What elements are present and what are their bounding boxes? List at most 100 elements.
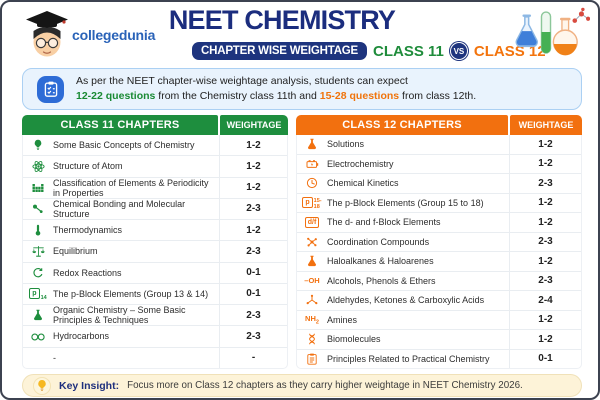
chapter-name: Hydrocarbons — [53, 331, 110, 342]
weightage-value: 0-1 — [219, 283, 287, 305]
table-row: Hydrocarbons 2-3 — [23, 326, 287, 348]
class-12-chapters-header: CLASS 12 CHAPTERS — [296, 115, 508, 135]
weightage-value: 2-4 — [509, 291, 581, 310]
weightage-value: 2-3 — [219, 241, 287, 262]
class-12-table: CLASS 12 CHAPTERS WEIGHTAGE Solutions 1-2… — [296, 115, 582, 369]
chapter-name: Thermodynamics — [53, 225, 123, 236]
chapter-cell: Organic Chemistry – Some Basic Principle… — [23, 305, 219, 325]
chapter-cell: Structure of Atom — [23, 156, 219, 176]
key-insight-text: Focus more on Class 12 chapters as they … — [127, 380, 523, 391]
weightage-value: 1-2 — [509, 330, 581, 349]
table-row: Haloalkanes & Haloarenes 1-2 — [297, 252, 581, 272]
table-row: Organic Chemistry – Some Basic Principle… — [23, 305, 287, 327]
table-row: Chemical Bonding and Molecular Structure… — [23, 198, 287, 221]
table-row: Equilibrium 2-3 — [23, 241, 287, 263]
info-line1: As per the NEET chapter-wise weightage a… — [76, 74, 408, 87]
dna-icon — [304, 332, 320, 346]
weightage-value: 1-2 — [219, 177, 287, 198]
key-insight-bar: Key Insight: Focus more on Class 12 chap… — [22, 374, 582, 397]
info-box: As per the NEET chapter-wise weightage a… — [22, 68, 582, 110]
table-row: Redox Reactions 0-1 — [23, 262, 287, 284]
chapter-cell: Coordination Compounds — [297, 233, 509, 252]
mascot-graduate-icon — [24, 9, 70, 66]
table-row: p 15-18 The p-Block Elements (Group 15 to … — [297, 193, 581, 213]
flask-icon — [304, 137, 320, 151]
subtitle-row: CHAPTER WISE WEIGHTAGE CLASS 11 VS CLASS… — [192, 40, 546, 62]
info-text: As per the NEET chapter-wise weightage a… — [76, 74, 476, 104]
weightage-value: - — [219, 347, 287, 368]
chapter-cell: Aldehydes, Ketones & Carboxylic Acids — [297, 291, 509, 310]
lightbulb-icon — [30, 138, 46, 152]
chapter-name: The d- and f-Block Elements — [327, 217, 441, 228]
chapter-name: - — [53, 352, 56, 363]
chapter-name: Biomolecules — [327, 334, 381, 345]
chapter-name: Haloalkanes & Haloarenes — [327, 256, 434, 267]
redox-cycle-icon — [30, 266, 46, 280]
chemical-bond-icon — [30, 202, 46, 216]
table-row: Structure of Atom 1-2 — [23, 156, 287, 178]
table-row: Electrochemistry 1-2 — [297, 154, 581, 174]
table-row: Solutions 1-2 — [297, 135, 581, 155]
tables-area: CLASS 11 CHAPTERS WEIGHTAGE Some Basic C… — [22, 115, 582, 369]
chapter-cell: p 14 The p-Block Elements (Group 13 & 14) — [23, 284, 219, 304]
weightage-value: 1-2 — [509, 213, 581, 232]
table-row: Chemical Kinetics 2-3 — [297, 174, 581, 194]
class12-question-range: 15-28 questions — [319, 90, 400, 102]
subtitle-badge: CHAPTER WISE WEIGHTAGE — [192, 42, 368, 60]
coordination-icon — [304, 235, 320, 249]
table-row: -- — [23, 347, 287, 368]
chapter-name: Structure of Atom — [53, 161, 123, 172]
chapter-name: The p-Block Elements (Group 15 to 18) — [327, 197, 484, 208]
weightage-value: 1-2 — [219, 135, 287, 156]
class-11-chapters-header: CLASS 11 CHAPTERS — [22, 115, 218, 135]
chapter-name: Amines — [327, 314, 358, 325]
weightage-value: 0-1 — [219, 262, 287, 283]
weightage-value: 1-2 — [219, 156, 287, 177]
thermometer-icon — [30, 223, 46, 237]
chapter-cell: Thermodynamics — [23, 220, 219, 240]
table-row: Thermodynamics 1-2 — [23, 220, 287, 242]
weightage-value: 1-2 — [509, 310, 581, 329]
chapter-cell: Chemical Bonding and Molecular Structure — [23, 199, 219, 219]
chapter-cell: –OH Alcohols, Phenols & Ethers — [297, 272, 509, 291]
table-row: d/f The d- and f-Block Elements 1-2 — [297, 213, 581, 233]
key-insight-label: Key Insight: — [59, 379, 120, 392]
battery-icon — [304, 157, 320, 171]
haloalkane-flask-icon — [304, 254, 320, 268]
chapter-name: Aldehydes, Ketones & Carboxylic Acids — [327, 295, 485, 306]
class-11-table: CLASS 11 CHAPTERS WEIGHTAGE Some Basic C… — [22, 115, 288, 369]
weightage-value: 2-3 — [509, 232, 581, 251]
vs-badge: VS — [449, 42, 468, 60]
class-11-weightage-header: WEIGHTAGE — [220, 115, 288, 135]
table-row: p 14 The p-Block Elements (Group 13 & 14) 0… — [23, 283, 287, 306]
weightage-value: 1-2 — [219, 220, 287, 241]
weightage-value: 0-1 — [509, 349, 581, 368]
chapter-cell: Redox Reactions — [23, 263, 219, 283]
weightage-value: 2-3 — [509, 271, 581, 290]
info-line2-end: from class 12th. — [399, 90, 477, 102]
chapter-cell: d/f The d- and f-Block Elements — [297, 213, 509, 232]
table-row: Biomolecules 1-2 — [297, 330, 581, 350]
weightage-value: 2-3 — [219, 198, 287, 220]
weightage-value: 1-2 — [509, 154, 581, 173]
chapter-name: Some Basic Concepts of Chemistry — [53, 140, 195, 151]
weightage-value: 2-3 — [219, 326, 287, 347]
p-block-15-18-icon: p 15-18 — [302, 196, 322, 210]
df-block-icon: d/f — [304, 215, 320, 229]
chapter-cell: Chemical Kinetics — [297, 174, 509, 193]
class11-question-range: 12-22 questions — [76, 90, 156, 102]
chapter-cell: Haloalkanes & Haloarenes — [297, 252, 509, 271]
chapter-cell: p 15-18 The p-Block Elements (Group 15 to … — [297, 194, 509, 213]
page-title: NEET CHEMISTRY — [168, 5, 396, 35]
chapter-cell: Hydrocarbons — [23, 326, 219, 346]
class-11-table-header: CLASS 11 CHAPTERS WEIGHTAGE — [22, 115, 288, 135]
chapter-cell: Biomolecules — [297, 330, 509, 349]
lightbulb-icon — [33, 376, 51, 395]
table-row: Principles Related to Practical Chemistr… — [297, 349, 581, 368]
table-row: –OH Alcohols, Phenols & Ethers 2-3 — [297, 271, 581, 291]
checklist-icon — [37, 75, 64, 103]
chapter-cell: Some Basic Concepts of Chemistry — [23, 135, 219, 155]
chemistry-flasks-icon — [512, 6, 591, 65]
chapter-name: Equilibrium — [53, 246, 98, 257]
